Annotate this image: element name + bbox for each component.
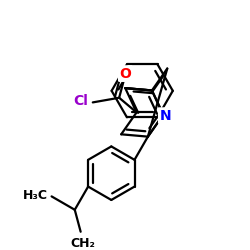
Text: Cl: Cl [73,94,88,108]
Text: CH₂: CH₂ [70,236,95,250]
Text: O: O [119,66,131,80]
Text: N: N [159,109,171,123]
Text: H₃C: H₃C [23,189,48,202]
